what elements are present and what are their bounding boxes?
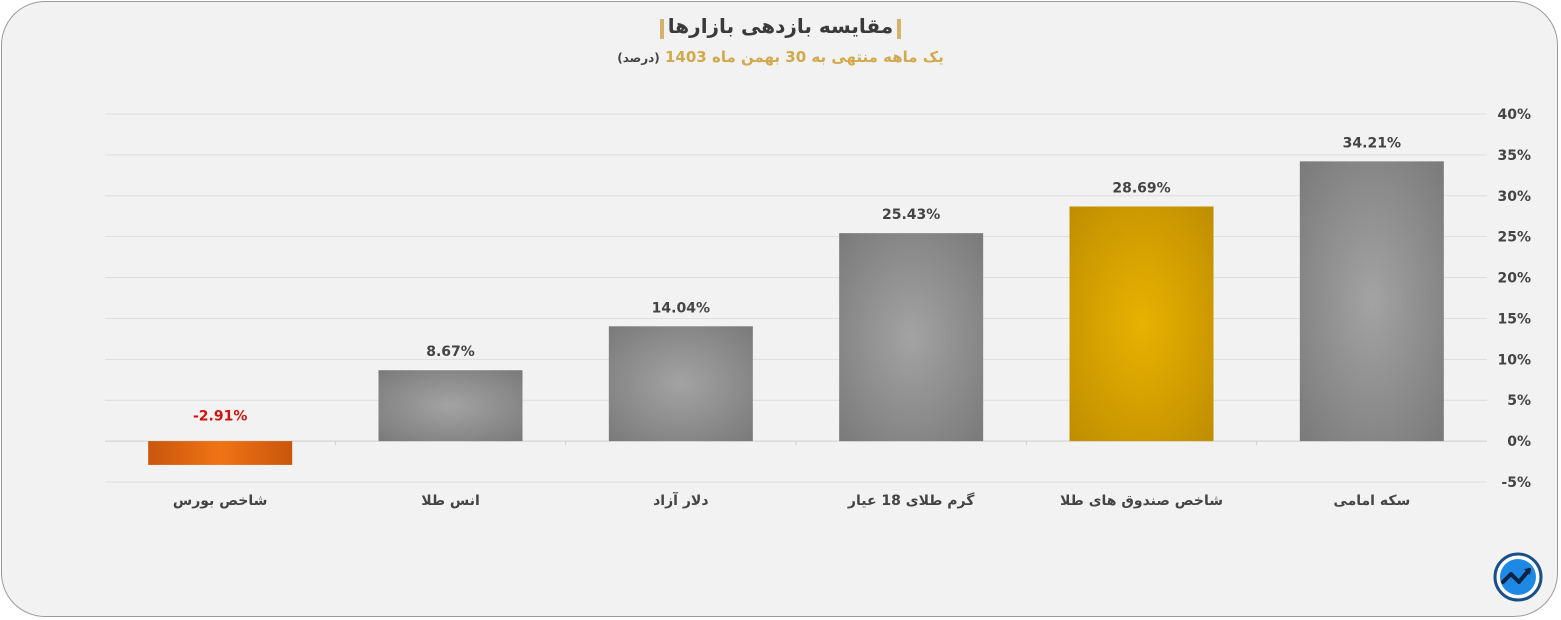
chart-subtitle: یک ماهه منتهی به 30 بهمن ماه 1403 (درصد) [0,48,1561,66]
data-label: 14.04% [652,300,710,316]
y-tick-label: 10% [1497,352,1531,368]
y-tick-label: 15% [1497,311,1531,327]
bar [839,233,984,442]
data-label: 8.67% [426,344,475,360]
bar [1069,206,1214,442]
data-label: -2.91% [193,409,247,425]
brand-logo [1493,552,1543,602]
y-tick-label: 35% [1497,148,1531,164]
x-tick-label: شاخص بورس [173,493,268,509]
y-tick-label: -5% [1501,475,1531,491]
chart-subtitle-text: یک ماهه منتهی به 30 بهمن ماه 1403 [665,48,944,66]
y-tick-label: 30% [1497,189,1531,205]
bar [608,326,753,442]
bar [1299,161,1444,442]
trend-chart-icon [1493,552,1543,602]
bar [378,370,523,442]
y-tick-label: 20% [1497,271,1531,287]
y-tick-label: 25% [1497,230,1531,246]
x-tick-label: شاخص صندوق های طلا [1060,493,1223,509]
chart-title: مقایسه بازدهی بازارها [0,14,1561,39]
x-tick-label: دلار آزاد [653,491,708,509]
data-label: 25.43% [882,207,940,223]
x-tick-label: سکه امامی [1333,493,1410,509]
x-tick-label: گرم طلای 18 عیار [847,492,975,509]
y-tick-label: 40% [1497,107,1531,123]
data-label: 34.21% [1343,135,1401,151]
y-tick-label: 0% [1507,434,1531,450]
y-tick-label: 5% [1507,393,1531,409]
chart-subtitle-unit: (درصد) [617,51,660,65]
title-accent-right [659,18,664,39]
bar [148,441,293,465]
title-accent-left [897,18,902,39]
chart-title-text: مقایسه بازدهی بازارها [667,14,894,38]
data-label: 28.69% [1112,180,1170,196]
x-tick-label: انس طلا [421,493,480,509]
